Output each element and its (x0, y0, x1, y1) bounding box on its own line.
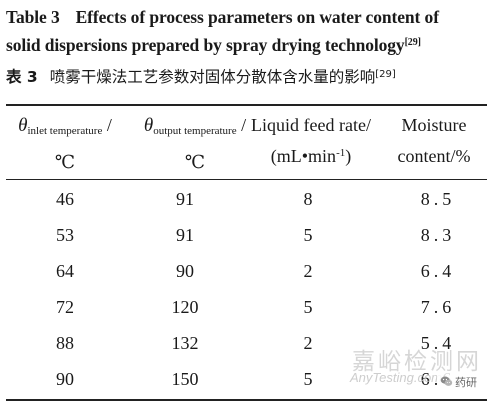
inlet-slash: / (106, 115, 112, 135)
theta-symbol: θ (18, 115, 28, 136)
caption-chinese: 表 3 喷雾干燥法工艺参数对固体分散体含水量的影响[29] (6, 62, 496, 92)
caption-label-cn: 表 3 (6, 68, 38, 86)
cell-feed-rate: 5 (303, 225, 313, 245)
cell-outlet: 90 (176, 261, 194, 281)
badge-text: 药研 (455, 376, 477, 389)
header-outlet-temperature: θoutput temperature / ℃ (131, 110, 259, 178)
table-row: 72 120 5 7.6 (0, 290, 500, 324)
cell-inlet: 53 (56, 225, 74, 245)
cell-moisture: 6.4 (420, 261, 456, 281)
cell-feed-rate: 2 (303, 333, 313, 353)
inlet-subscript: inlet temperature (27, 125, 103, 137)
caption-title-en-2: solid dispersions prepared by spray dryi… (6, 35, 405, 55)
cell-feed-rate: 2 (303, 261, 313, 281)
header-outlet-line-1: θoutput temperature / (131, 110, 259, 147)
table-row: 53 91 5 8.3 (0, 218, 500, 252)
outlet-subscript: output temperature (153, 125, 237, 137)
cell-feed-rate: 5 (303, 369, 313, 389)
cell-moisture: 8.3 (420, 225, 456, 245)
feed-unit-exponent: -1 (336, 147, 346, 159)
table-caption: Table 3 Effects of process parameters on … (6, 3, 496, 92)
cell-outlet: 150 (171, 369, 199, 389)
header-outlet-unit: ℃ (184, 152, 206, 172)
wechat-icon (440, 376, 453, 386)
reference-marker-en: [29] (404, 37, 421, 48)
table-bottom-rule (6, 399, 487, 401)
feed-unit-open: (mL•min (270, 146, 337, 166)
cell-inlet: 46 (56, 189, 74, 209)
cell-outlet: 120 (171, 297, 199, 317)
account-badge: 药研 (437, 372, 482, 394)
cell-feed-rate: 5 (303, 297, 313, 317)
reference-marker-cn: [29] (375, 69, 396, 80)
cell-inlet: 72 (56, 297, 74, 317)
header-inlet-unit: ℃ (54, 152, 76, 172)
cell-moisture: 8.5 (420, 189, 456, 209)
cell-inlet: 64 (56, 261, 74, 281)
table-row: 64 90 2 6.4 (0, 254, 500, 288)
header-moisture-line-2: content/% (397, 146, 471, 166)
cell-moisture: 5.4 (420, 333, 456, 353)
caption-label-en: Table 3 (6, 7, 60, 27)
header-inlet-line-1: θinlet temperature / (8, 110, 122, 147)
outlet-slash: / (241, 115, 247, 135)
header-feed-unit: (mL•min-1) (226, 141, 396, 172)
caption-english-line-1: Table 3 Effects of process parameters on … (6, 3, 496, 31)
feed-unit-close: ) (345, 146, 352, 166)
caption-title-cn: 喷雾干燥法工艺参数对固体分散体含水量的影响 (49, 68, 376, 86)
cell-outlet: 91 (176, 225, 194, 245)
header-moisture-content: Moisture content/% (382, 110, 486, 172)
caption-title-en-1: Effects of process parameters on water c… (75, 7, 439, 27)
caption-english: Table 3 Effects of process parameters on … (6, 3, 496, 59)
header-inlet-temperature: θinlet temperature / ℃ (8, 110, 122, 178)
header-feed-line-1: Liquid feed rate/ (251, 115, 371, 135)
cell-moisture: 7.6 (420, 297, 456, 317)
cell-feed-rate: 8 (303, 189, 313, 209)
table-row: 46 91 8 8.5 (0, 182, 500, 216)
cell-inlet: 90 (56, 369, 74, 389)
table-row: 88 132 2 5.4 (0, 326, 500, 360)
table-row: 90 150 5 6.6 (0, 362, 500, 396)
caption-english-line-2: solid dispersions prepared by spray dryi… (6, 31, 496, 59)
table-top-rule (6, 104, 487, 106)
cell-inlet: 88 (56, 333, 74, 353)
header-feed-rate: Liquid feed rate/ (mL•min-1) (226, 110, 396, 172)
table-header-rule (6, 179, 487, 180)
cell-outlet: 91 (176, 189, 194, 209)
theta-symbol: θ (143, 115, 154, 136)
header-moisture-line-1: Moisture (401, 115, 467, 135)
cell-outlet: 132 (171, 333, 199, 353)
